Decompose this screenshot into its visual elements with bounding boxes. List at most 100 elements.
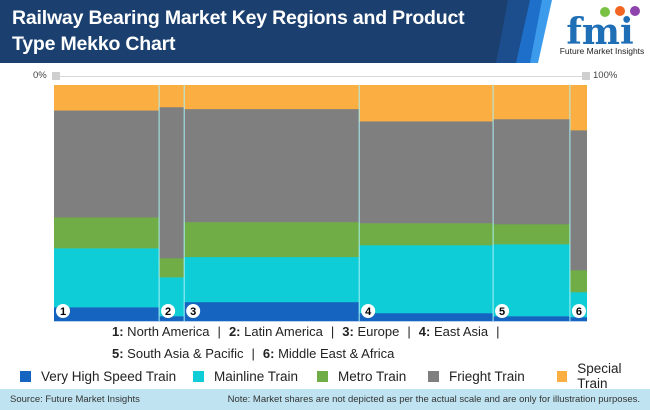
segment-4-frieght-train (359, 121, 494, 224)
page-title: Railway Bearing Market Key Regions and P… (12, 5, 512, 57)
region-key-item: 6: Middle East & Africa (263, 346, 395, 361)
segment-6-frieght-train (569, 130, 587, 271)
segment-3-special-train (184, 85, 360, 110)
region-name: East Asia (430, 324, 489, 339)
segment-1-frieght-train (54, 110, 160, 218)
segment-2-frieght-train (159, 106, 185, 259)
x-scale: 0% 100% (0, 68, 650, 84)
legend-swatch (428, 370, 439, 382)
column-5: 5 (493, 85, 570, 322)
segment-1-mainline-train (54, 248, 160, 308)
region-number: 5: (112, 346, 124, 361)
region-key-item: 5: South Asia & Pacific (112, 346, 244, 361)
scale-line (54, 76, 587, 77)
legend-item-metro-train: Metro Train (317, 366, 406, 386)
region-key-item: 2: Latin America (229, 324, 323, 339)
segment-3-frieght-train (184, 108, 360, 223)
region-separator: | (217, 324, 221, 339)
mekko-chart: 1 2 3 4 5 6 (54, 85, 587, 322)
segment-4-very-high-speed-train (359, 312, 494, 322)
column-2: 2 (159, 85, 185, 322)
column-badge-label-4: 4 (365, 306, 372, 318)
legend-label: Metro Train (338, 368, 407, 384)
legend-item-frieght-train: Frieght Train (428, 366, 525, 386)
column-3: 3 (184, 85, 360, 322)
region-number: 6: (262, 346, 275, 361)
segment-6-metro-train (569, 270, 587, 293)
column-badge-4 (361, 304, 376, 318)
title-line-1: Railway Bearing Market Key Regions and P… (12, 7, 465, 29)
region-separator: | (251, 346, 255, 361)
legend: Very High Speed Train Mainline Train Metro… (0, 361, 650, 391)
legend-item-very-high-speed-train: Very High Speed Train (20, 366, 176, 386)
segment-5-frieght-train (493, 118, 570, 225)
region-number: 4: (418, 324, 431, 339)
segment-6-special-train (569, 85, 587, 131)
column-badge-label-2: 2 (165, 306, 171, 318)
segment-3-mainline-train (184, 256, 360, 303)
logo-dot-purple-icon (630, 6, 640, 16)
column-6: 6 (569, 85, 587, 322)
column-badge-label-5: 5 (499, 306, 505, 318)
legend-swatch (317, 370, 328, 382)
column-badge-1 (56, 304, 70, 318)
region-name: Latin America (240, 324, 323, 339)
scale-max-label: 100% (593, 70, 618, 81)
region-key-item: 1: North America (112, 324, 210, 339)
region-name: Europe (353, 324, 400, 339)
segment-2-very-high-speed-train (159, 316, 185, 322)
logo-letters: fmi (566, 11, 633, 48)
segment-3-metro-train (184, 221, 360, 258)
segment-2-metro-train (159, 257, 185, 278)
region-separator: | (407, 324, 411, 339)
legend-item-special-train: Special Train (557, 361, 650, 391)
title-line-2: Type Mekko Chart (12, 33, 176, 55)
segment-4-metro-train (359, 223, 494, 246)
legend-item-mainline-train: Mainline Train (193, 366, 298, 386)
region-key-line-1: 1: North America | 2: Latin America | 3: Eur… (112, 324, 650, 344)
legend-label: Very High Speed Train (41, 368, 177, 384)
column-badge-label-1: 1 (60, 306, 66, 318)
note-text: Note: Market shares are not depicted as … (227, 394, 640, 405)
segment-5-mainline-train (493, 244, 570, 317)
column-badge-2 (161, 304, 176, 318)
legend-swatch (193, 370, 204, 382)
region-key-item: 4: East Asia (419, 324, 488, 339)
column-badge-5 (495, 304, 510, 318)
footer: Source: Future Market Insights Note: Mar… (0, 389, 650, 410)
column-badge-label-3: 3 (190, 306, 196, 318)
segment-6-very-high-speed-train (569, 316, 587, 322)
segment-2-special-train (159, 85, 185, 108)
region-name: South Asia & Pacific (123, 346, 244, 361)
segment-1-special-train (54, 85, 160, 111)
fmi-logo: fmi Future Market Insights (556, 2, 648, 60)
scale-min-label: 0% (33, 70, 47, 81)
column-badge-6 (571, 304, 586, 318)
region-number: 3: (342, 324, 354, 339)
segment-5-special-train (493, 85, 570, 120)
source-text: Source: Future Market Insights (10, 394, 140, 405)
header-banner (0, 0, 552, 63)
region-key-item: 3: Europe (342, 324, 399, 339)
segment-5-metro-train (493, 224, 570, 245)
region-number: 1: (112, 324, 124, 339)
scale-min-tick (52, 72, 60, 80)
region-key-line-2: 5: South Asia & Pacific | 6: Middle East &… (112, 346, 650, 366)
segment-1-metro-train (54, 217, 160, 249)
region-number: 2: (228, 324, 241, 339)
legend-label: Frieght Train (449, 368, 525, 384)
fmi-logo-mark: fmi (566, 6, 640, 53)
legend-swatch (557, 370, 568, 382)
segment-1-very-high-speed-train (54, 307, 160, 322)
legend-label: Mainline Train (214, 368, 299, 384)
region-name: North America (123, 324, 210, 339)
segment-3-very-high-speed-train (184, 301, 360, 322)
header: Railway Bearing Market Key Regions and P… (0, 0, 650, 63)
column-badge-3 (186, 304, 201, 318)
logo-caption: Future Market Insights (559, 46, 645, 56)
legend-label: Special Train (577, 361, 622, 391)
legend-swatch (20, 370, 31, 382)
scale-max-tick (582, 72, 590, 80)
column-1: 1 (54, 85, 160, 322)
